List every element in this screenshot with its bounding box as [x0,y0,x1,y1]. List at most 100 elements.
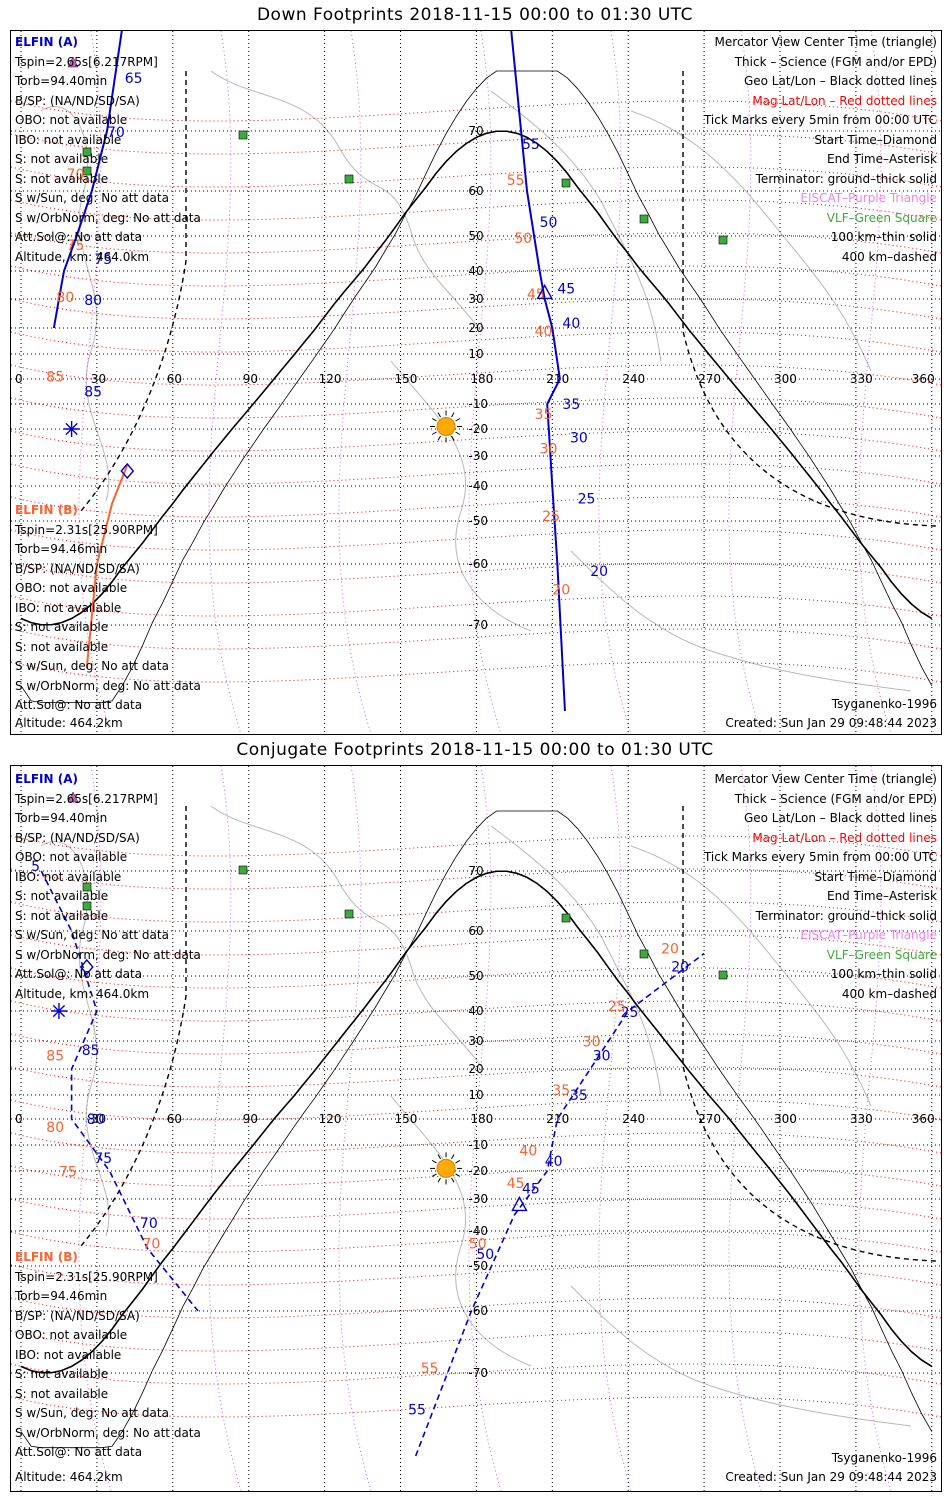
info-line: S: not available [15,620,109,634]
legend-geo: Geo Lat/Lon – Black dotted lines [743,74,937,88]
vlf-station-icon [238,130,248,140]
info-line: S w/OrbNorm, deg: No att data [15,210,201,225]
elfin-b-tick-label: 85 [46,370,64,386]
info-line: IBO: not available [15,869,122,884]
legend-100km: 100 km–thin solid [830,230,937,244]
model-label: Tsyganenko-1996 [831,1451,937,1465]
elfin-a-tick-label: 45 [557,281,575,297]
info-line: Torb=94.40min [15,811,108,825]
legend-start: Start Time–Diamond [814,869,937,884]
elfin-b-tick-label: 55 [421,1361,439,1377]
lat-tick-label: 40 [468,1004,483,1018]
vlf-station-icon [238,865,248,875]
info-line: S: not available [15,889,109,903]
info-line: Att.Sol@: No att data [15,1445,143,1459]
lon-tick-label: 180 [470,1112,493,1126]
elfin-b-tick-label: 45 [507,1176,525,1192]
elfin-a-tick-label: 50 [476,1247,494,1263]
elfin-b-tick-label: 40 [519,1143,537,1159]
info-line: Att.Sol@: No att data [15,698,143,712]
center-time-triangle-icon [536,283,553,300]
elfin-b-tick-label: 20 [661,942,679,958]
coastline [490,825,662,1097]
elfin-b-tick-label: 35 [552,1083,570,1099]
vlf-station-icon [718,970,728,980]
elfin-b-tick-label: 30 [540,441,558,457]
sun-ray [455,431,461,435]
mag-lat-line [11,1198,941,1220]
lat-tick-label: -20 [468,422,488,436]
elfin-a-tick-label: 80 [84,293,102,309]
legend-end: End Time–Asterisk [826,152,937,166]
mag-lon-line [338,766,372,1491]
lat-tick-label: 50 [468,229,483,243]
map-panel-conjugate: 0 30 60 90 120 150 180 210 240 270 300 330 360 70 60 50… [10,765,942,1492]
lon-tick-label: 360 [912,372,935,386]
coastline [630,845,872,1107]
info-line: S w/Sun, deg: No att data [15,191,169,205]
info-line: Altitude, km: 464.0km [15,249,150,264]
lat-tick-label: 10 [468,1088,483,1102]
elfin-b-track [85,464,129,669]
info-line: OBO: not available [15,581,128,595]
lat-tick-label: -70 [468,618,488,632]
legend-end: End Time–Asterisk [826,889,937,903]
mag-lon-line [728,766,762,1491]
legend-vlf: VLF–Green Square [826,210,937,225]
mag-lat-line [11,1132,941,1154]
vlf-station-icon [82,166,92,176]
vlf-station-icon [561,913,571,923]
terminator-100km-line [20,810,933,1449]
terminator-400km-east [682,806,937,1262]
elfin-a-tick-label: 65 [125,71,143,87]
info-line: B/SP: (NA/ND/SD/SA) [15,561,140,576]
legend-ticks: Tick Marks every 5min from 00:00 UTC [703,850,937,864]
lon-tick-label: 0 [15,1112,23,1126]
lon-tick-label: 270 [698,372,721,386]
info-line: Tspin=2.31s[25.90RPM] [15,1269,158,1284]
mag-lon-line [78,766,112,1491]
legend-400km: 400 km–dashed [841,986,937,1001]
mag-lat-line [11,1033,941,1055]
info-line: OBO: not available [15,1328,128,1342]
lon-tick-label: 240 [622,372,645,386]
info-line: Torb=94.46min [15,1289,108,1303]
legend-ticks: Tick Marks every 5min from 00:00 UTC [703,113,937,127]
sun-ray [431,431,437,435]
info-line: S w/Sun, deg: No att data [15,659,169,673]
lat-tick-label: -60 [468,1304,488,1318]
info-line: S: not available [15,1367,109,1381]
info-line: S w/OrbNorm, deg: No att data [15,947,201,962]
elfin-a-label: ELFIN (A) [15,35,78,49]
footer-altitude: Altitude: 464.2km [15,716,123,730]
vlf-station-icon [639,214,649,224]
elfin-a-track [414,952,705,1457]
lon-tick-label: 360 [912,1112,935,1126]
lon-tick-label: 90 [243,372,258,386]
info-line: IBO: not available [15,132,122,147]
map-panel-down: 0 30 60 90 120 150 180 210 240 270 300 330 360 70 60 50… [10,30,942,735]
elfin-b-tick-label: 25 [608,999,626,1015]
elfin-b-tick-label: 20 [552,583,570,599]
lon-tick-label: 330 [850,372,873,386]
elfin-a-tick-label: 50 [540,215,558,231]
eiscat-triangle-icon [67,791,79,803]
sun-ray [451,412,455,418]
mag-lat-line [11,1264,941,1286]
info-line: S w/OrbNorm, deg: No att data [15,678,201,693]
lat-tick-label: 30 [468,1034,483,1048]
elfin-a-tick-label: 5 [31,859,40,875]
info-line: S w/OrbNorm, deg: No att data [15,1425,201,1440]
vlf-station-icon [82,901,92,911]
elfin-a-tick-label: 20 [590,564,608,580]
mag-lat-line [11,397,941,419]
terminator-400km-west [80,806,187,1247]
lon-tick-label: 180 [470,372,493,386]
sun-ray [437,1177,441,1183]
mag-lat-line [11,1099,941,1121]
lat-tick-label: -40 [468,1224,488,1238]
sun-icon [436,1158,456,1178]
info-line: S: not available [15,1386,109,1401]
elfin-a-tick-label: 35 [562,397,580,413]
info-line: B/SP: (NA/ND/SD/SA) [15,93,140,108]
